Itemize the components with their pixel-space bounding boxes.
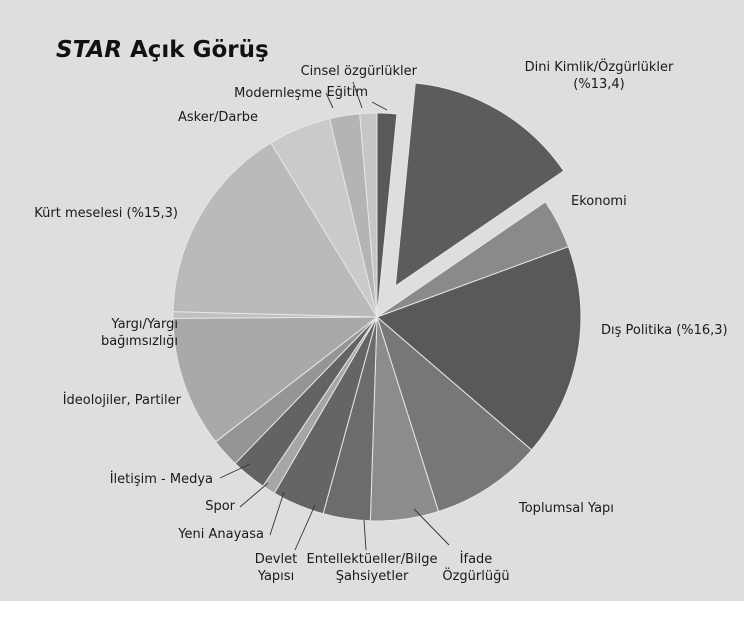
chart-title-emphasis: STAR xyxy=(56,37,122,63)
slice-label-line: Cinsel özgürlükler xyxy=(301,64,418,79)
slice-label-line: bağımsızlığı xyxy=(101,334,178,349)
slice-label: Cinsel özgürlükler xyxy=(301,64,418,79)
slice-label-line: (%13,4) xyxy=(573,77,624,92)
slice-label-line: Ekonomi xyxy=(571,194,627,209)
pie-slice xyxy=(172,142,378,318)
slice-label-line: Şahsiyetler xyxy=(336,569,409,584)
slice-label: İdeolojiler, Partiler xyxy=(63,392,182,408)
slice-label-line: Asker/Darbe xyxy=(178,110,258,125)
slice-label-line: Kürt meselesi (%15,3) xyxy=(34,206,178,221)
slice-label: Dış Politika (%16,3) xyxy=(601,323,728,338)
slice-label: Toplumsal Yapı xyxy=(518,501,614,516)
pie-slice xyxy=(394,82,565,288)
slice-label-line: Özgürlüğü xyxy=(442,567,509,584)
slice-label-line: Entellektüeller/Bilge xyxy=(307,552,438,567)
slice-label-line: Modernleşme xyxy=(234,86,322,101)
pie-slice xyxy=(359,112,378,318)
label-leader-line xyxy=(363,519,367,551)
slice-label-line: Dini Kimlik/Özgürlükler xyxy=(525,58,674,75)
slice-label: Yeni Anayasa xyxy=(177,527,264,542)
slice-label: Ekonomi xyxy=(571,194,627,209)
label-leader-line xyxy=(325,92,334,109)
slice-label-line: İdeolojiler, Partiler xyxy=(63,392,182,408)
slice-label: Asker/Darbe xyxy=(178,110,258,125)
slice-label: Dini Kimlik/Özgürlükler (%13,4) xyxy=(525,58,674,92)
slice-label: Kürt meselesi (%15,3) xyxy=(34,206,178,221)
slice-label-line: Yargı/Yargı xyxy=(110,317,178,332)
slice-label: İletişim - Medya xyxy=(110,471,213,487)
slice-label: Spor xyxy=(205,499,235,514)
slice-label-line: Devlet xyxy=(255,552,297,567)
slice-label-line: İletişim - Medya xyxy=(110,471,213,487)
slice-label: İfade Özgürlüğü xyxy=(442,551,509,584)
slice-label-line: İfade xyxy=(460,551,493,567)
slice-label-line: Dış Politika (%16,3) xyxy=(601,323,728,338)
slice-label-line: Spor xyxy=(205,499,235,514)
label-leader-line xyxy=(294,504,316,551)
slice-label-line: Toplumsal Yapı xyxy=(518,501,614,516)
slice-label: Devlet Yapısı xyxy=(255,552,297,584)
label-leader-line xyxy=(352,81,363,109)
pie-slice xyxy=(375,315,533,513)
slice-label-line: Eğitim xyxy=(327,85,368,100)
slice-label: Yargı/Yargı bağımsızlığı xyxy=(101,317,178,349)
label-leader-line xyxy=(413,508,450,546)
chart-panel: STAR Açık Görüş Eğitim Dini Kimlik/Özgürl… xyxy=(0,0,744,601)
label-leader-line xyxy=(269,491,285,536)
label-leader-line xyxy=(371,101,388,111)
slice-label: Eğitim xyxy=(327,85,368,100)
slice-label-line: Yapısı xyxy=(257,569,294,584)
chart-title: STAR Açık Görüş xyxy=(56,37,269,63)
pie-slice xyxy=(376,246,582,451)
slice-label: Modernleşme xyxy=(234,86,322,101)
pie-slice xyxy=(172,316,379,443)
slice-label-line: Yeni Anayasa xyxy=(177,527,264,542)
pie-slice xyxy=(376,112,398,318)
label-leader-line xyxy=(219,463,251,479)
chart-title-rest: Açık Görüş xyxy=(122,37,269,63)
slice-label: Entellektüeller/Bilge Şahsiyetler xyxy=(307,552,438,584)
label-leader-line xyxy=(239,482,269,508)
